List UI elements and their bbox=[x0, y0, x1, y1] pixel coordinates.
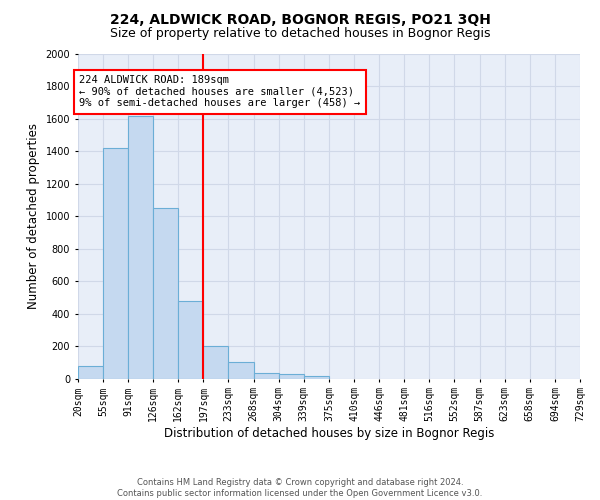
Bar bbox=[254, 373, 278, 378]
Text: 224 ALDWICK ROAD: 189sqm
← 90% of detached houses are smaller (4,523)
9% of semi: 224 ALDWICK ROAD: 189sqm ← 90% of detach… bbox=[79, 75, 361, 108]
Bar bbox=[78, 366, 103, 378]
Text: Contains HM Land Registry data © Crown copyright and database right 2024.
Contai: Contains HM Land Registry data © Crown c… bbox=[118, 478, 482, 498]
Bar bbox=[153, 208, 178, 378]
Bar bbox=[229, 362, 254, 378]
X-axis label: Distribution of detached houses by size in Bognor Regis: Distribution of detached houses by size … bbox=[164, 427, 494, 440]
Bar bbox=[304, 376, 329, 378]
Bar bbox=[278, 374, 304, 378]
Bar bbox=[103, 148, 128, 378]
Text: Size of property relative to detached houses in Bognor Regis: Size of property relative to detached ho… bbox=[110, 28, 490, 40]
Bar bbox=[178, 300, 203, 378]
Text: 224, ALDWICK ROAD, BOGNOR REGIS, PO21 3QH: 224, ALDWICK ROAD, BOGNOR REGIS, PO21 3Q… bbox=[110, 12, 490, 26]
Y-axis label: Number of detached properties: Number of detached properties bbox=[27, 124, 40, 310]
Bar bbox=[128, 116, 153, 378]
Bar bbox=[203, 346, 229, 378]
